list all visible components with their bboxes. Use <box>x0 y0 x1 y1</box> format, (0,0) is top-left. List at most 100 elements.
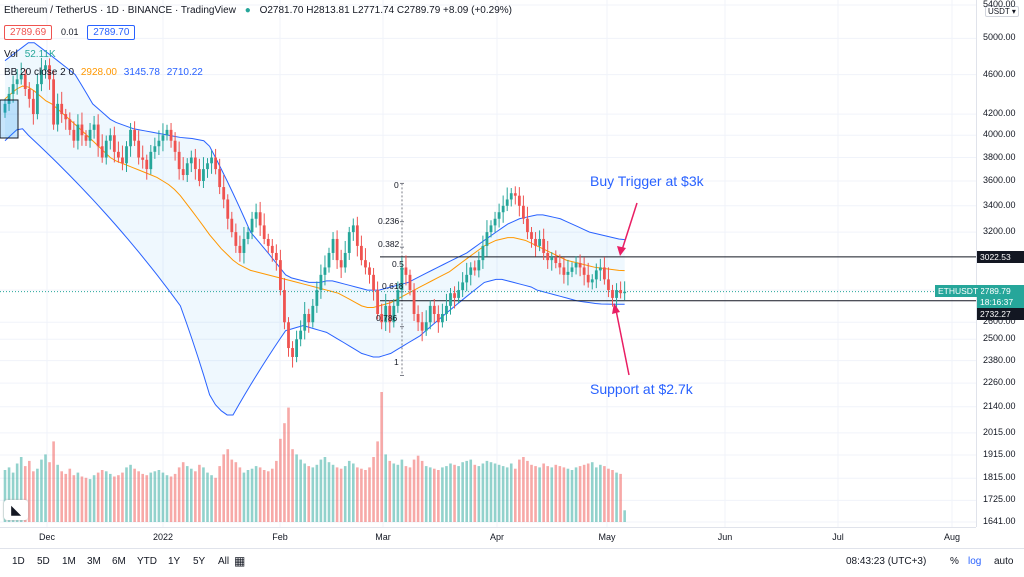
tradingview-logo[interactable]: ◣ <box>4 500 28 520</box>
timeframe-button[interactable]: 3M <box>87 556 101 567</box>
volume-bar <box>218 466 221 522</box>
candle-body <box>7 93 11 104</box>
volume-bar <box>121 472 124 522</box>
symbol-tag: ETHUSDT <box>935 285 982 297</box>
candle-body <box>457 290 460 298</box>
volume-bar <box>449 463 452 522</box>
volume-bar <box>173 473 177 522</box>
volume-bar <box>194 471 197 522</box>
volume-bar <box>246 470 250 522</box>
candle-body <box>27 88 31 99</box>
currency-selector[interactable]: USDT ▾ <box>985 6 1019 17</box>
candle-body <box>489 225 493 233</box>
candle-body <box>432 305 436 314</box>
volume-bar <box>473 464 477 522</box>
symbol-title[interactable]: Ethereum / TetherUS · 1D · BINANCE · Tra… <box>4 5 236 16</box>
price-tick: 2140.00 <box>983 400 1016 411</box>
candle-body <box>198 169 201 181</box>
time-axis[interactable]: Dec 2022 Feb Mar Apr May Jun Jul Aug <box>0 527 976 549</box>
timeframe-button[interactable]: All <box>218 556 230 567</box>
timeframe-button[interactable]: YTD <box>137 556 157 567</box>
time-tick: Jul <box>832 532 844 542</box>
candle-body <box>31 98 35 115</box>
volume-bar <box>299 459 302 522</box>
volume-bar <box>145 475 149 522</box>
timeframe-button[interactable]: 1D <box>12 556 25 567</box>
volume-bar <box>23 466 27 522</box>
candle-body <box>615 290 618 298</box>
volume-bar <box>84 477 88 522</box>
bid-ask: 2789.69 0.01 2789.70 <box>4 25 136 40</box>
sell-button[interactable]: 2789.69 <box>4 25 53 40</box>
bb-label[interactable]: BB 20 close 2 0 <box>4 67 75 78</box>
buy-trigger-annotation: Buy Trigger at $3k <box>590 173 704 189</box>
candle-body <box>485 232 489 246</box>
tv-logo-icon: ◣ <box>11 503 21 517</box>
candle-body <box>416 313 420 323</box>
candle-body <box>445 305 448 314</box>
volume-bar <box>339 468 343 522</box>
candle-body <box>254 212 258 219</box>
timeframe-button[interactable]: 5D <box>37 556 50 567</box>
candle-body <box>23 74 27 89</box>
volume-bar <box>214 477 217 522</box>
volume-bar <box>238 467 242 522</box>
timeframe-button[interactable]: 1Y <box>168 556 181 567</box>
price-chart[interactable] <box>0 0 976 527</box>
volume-legend: Vol 52.11K <box>4 49 56 60</box>
timeframe-button[interactable]: 5Y <box>193 556 206 567</box>
candle-body <box>121 157 124 164</box>
candle-body <box>347 232 351 253</box>
price-axis[interactable]: USDT ▾ 5400.00 5000.00 4600.00 4200.00 4000.… <box>976 0 1024 527</box>
clock[interactable]: 08:43:23 (UTC+3) <box>846 556 927 567</box>
auto-toggle[interactable]: auto <box>994 556 1014 567</box>
volume-bar <box>445 466 448 522</box>
percent-toggle[interactable]: % <box>950 556 959 567</box>
selection-box <box>0 99 19 139</box>
volume-bar <box>380 392 383 522</box>
price-tick: 3600.00 <box>983 174 1016 185</box>
date-range-icon[interactable]: ▦ <box>234 554 246 568</box>
volume-bar <box>181 462 185 522</box>
candle-body <box>169 129 173 141</box>
timeframe-button[interactable]: 1M <box>62 556 76 567</box>
volume-bar <box>408 467 412 522</box>
candle-body <box>380 313 384 323</box>
volume-bar <box>104 471 108 522</box>
volume-bar <box>177 467 181 522</box>
volume-bar <box>522 457 525 522</box>
price-tick: 2380.00 <box>983 354 1016 365</box>
candle-body <box>538 238 541 246</box>
price-tick: 2500.00 <box>983 333 1016 344</box>
volume-bar <box>76 472 80 522</box>
volume-bar <box>603 466 606 522</box>
candle-body <box>530 232 533 239</box>
volume-bar <box>234 462 238 522</box>
volume-bar <box>518 459 521 522</box>
candle-body <box>364 260 367 268</box>
chart-area[interactable]: Ethereum / TetherUS · 1D · BINANCE · Tra… <box>0 0 976 527</box>
volume-bar <box>542 463 545 522</box>
candle-body <box>493 218 497 226</box>
fib-label-0382: 0.382 <box>378 239 400 249</box>
volume-bar <box>570 470 574 522</box>
volume-bar <box>558 466 562 522</box>
resistance-price-tag: 3022.53 <box>977 251 1024 263</box>
candle-body <box>3 103 7 113</box>
candle-body <box>465 274 469 283</box>
price-tick: 1915.00 <box>983 448 1016 459</box>
log-toggle[interactable]: log <box>968 556 982 567</box>
volume-bar <box>19 457 23 522</box>
volume-bar <box>319 459 323 522</box>
buy-button[interactable]: 2789.70 <box>87 25 136 40</box>
candle-body <box>396 290 400 306</box>
timeframe-button[interactable]: 6M <box>112 556 126 567</box>
bb-fill <box>5 42 625 415</box>
candle-body <box>299 330 303 340</box>
volume-bar <box>546 466 549 522</box>
candle-body <box>420 322 424 331</box>
volume-bar <box>477 466 481 522</box>
candle-body <box>517 195 521 206</box>
volume-bar <box>283 423 286 522</box>
candle-body <box>108 135 112 141</box>
